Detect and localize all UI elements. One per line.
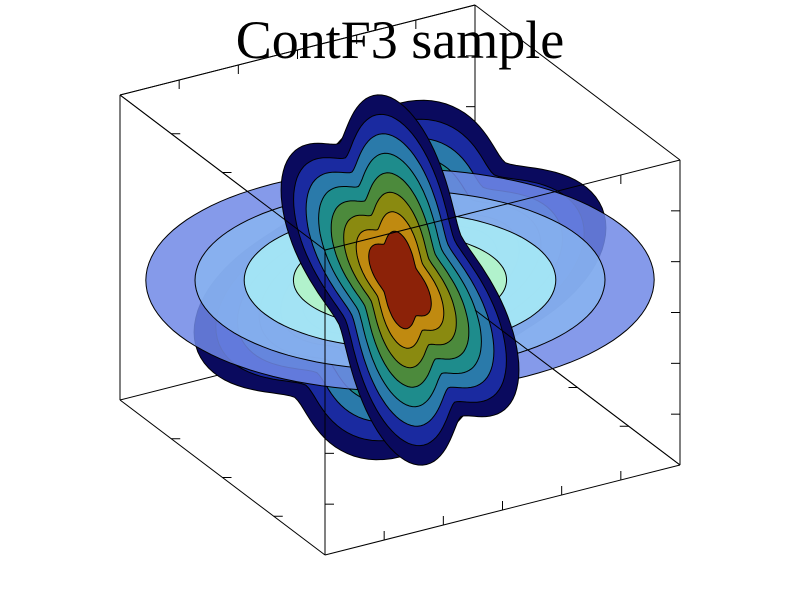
box-edge [324, 159, 681, 251]
box-edge [474, 4, 681, 161]
y-plane-level-8 [368, 230, 432, 330]
box-edge [119, 4, 476, 96]
chart-title: ContF3 sample [235, 10, 565, 70]
bounding-box-front-edges [119, 4, 681, 556]
box-edge [474, 309, 681, 466]
box-edge [119, 94, 326, 251]
box-edge [324, 464, 681, 556]
contour-plane-y [280, 94, 520, 466]
